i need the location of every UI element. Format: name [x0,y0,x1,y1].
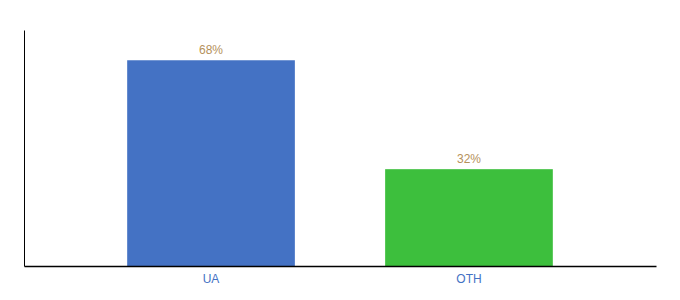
x-axis: UA OTH [25,266,657,286]
x-tick-label: OTH [456,272,481,286]
data-labels: 68% 32% [199,43,481,166]
y-axis [24,31,25,267]
bar [127,60,295,266]
y-axis-line [24,31,25,267]
x-axis-line [25,266,657,268]
chart-svg: UA OTH 68% 32% [0,0,680,300]
x-tick: UA [203,266,220,286]
chart-container: UA OTH 68% 32% [0,0,680,300]
x-tick-label: UA [203,272,220,286]
x-tick: OTH [456,266,481,286]
data-label: 32% [457,152,481,166]
bar [385,169,553,266]
bars [127,60,553,266]
data-label: 68% [199,43,223,57]
plot-area: UA OTH 68% 32% [25,31,657,286]
